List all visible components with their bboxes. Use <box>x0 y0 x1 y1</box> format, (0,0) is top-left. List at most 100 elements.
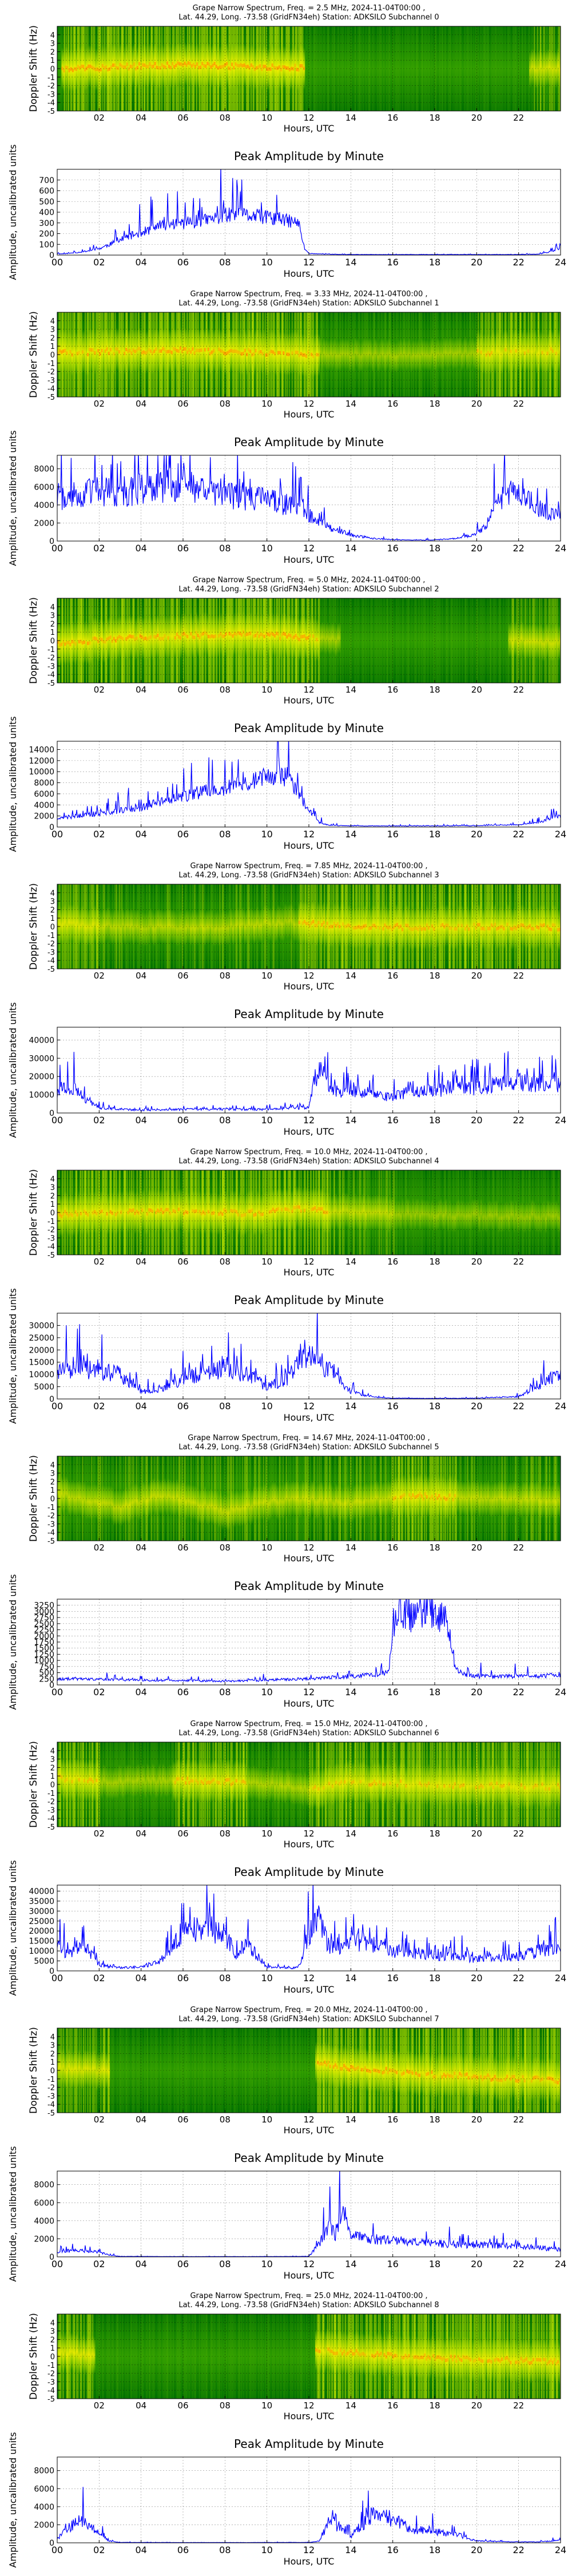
x-tick-label: 10 <box>261 829 272 840</box>
y-tick-label: 6000 <box>34 483 54 492</box>
y-tick-label: 4000 <box>34 501 54 510</box>
chart-subtitle: Lat. 44.29, Long. -73.58 (GridFN34eh) St… <box>178 13 439 22</box>
x-tick-label: 12 <box>303 1257 314 1267</box>
x-tick-label: 10 <box>261 1401 272 1412</box>
y-tick-label: 25000 <box>29 1334 54 1343</box>
spectrogram-stripe <box>351 598 352 683</box>
x-tick-label: 14 <box>345 543 356 554</box>
x-tick-label: 06 <box>177 113 188 123</box>
y-tick-label: 3250 <box>34 1601 54 1611</box>
x-tick-label: 18 <box>429 685 440 695</box>
chart-title: Peak Amplitude by Minute <box>234 1293 384 1307</box>
x-tick-label: 08 <box>220 971 231 981</box>
x-tick-label: 22 <box>513 1543 524 1553</box>
spectrogram-stripe <box>404 26 407 111</box>
y-tick-label: 1 <box>50 343 55 351</box>
y-tick-label: 500 <box>39 197 54 206</box>
spectrogram-image <box>57 1170 561 1255</box>
y-tick-label: -1 <box>47 1504 55 1512</box>
y-tick-label: -5 <box>47 108 55 116</box>
x-tick-label: 14 <box>345 1687 356 1698</box>
x-tick-label: 24 <box>555 1115 566 1126</box>
chart-subtitle: Lat. 44.29, Long. -73.58 (GridFN34eh) St… <box>178 871 439 880</box>
x-tick-label: 22 <box>513 685 524 695</box>
chart-title: Peak Amplitude by Minute <box>234 435 384 449</box>
x-tick-label: 16 <box>387 971 398 981</box>
y-tick-label: 15000 <box>29 1358 54 1367</box>
x-tick-label: 14 <box>345 685 356 695</box>
y-tick-label: 0 <box>50 637 55 646</box>
spectrogram-stripe <box>465 598 466 683</box>
x-tick-label: 18 <box>429 543 440 554</box>
x-tick-label: 16 <box>387 829 398 840</box>
y-axis-label: Amplitude, uncalibrated units <box>7 1288 18 1424</box>
x-tick-label: 02 <box>94 1543 105 1553</box>
x-tick-label: 12 <box>303 1543 314 1553</box>
x-tick-label: 02 <box>94 1257 105 1267</box>
spectrogram-stripe <box>368 598 369 683</box>
y-tick-label: -5 <box>47 1251 55 1260</box>
x-tick-label: 20 <box>471 971 482 981</box>
x-tick-label: 16 <box>387 685 398 695</box>
x-tick-label: 20 <box>471 685 482 695</box>
x-tick-label: 02 <box>94 113 105 123</box>
x-tick-label: 12 <box>303 1115 315 1126</box>
y-tick-label: 2000 <box>34 812 54 821</box>
x-tick-label: 02 <box>93 1687 105 1698</box>
x-tick-label: 12 <box>303 113 314 123</box>
x-tick-label: 04 <box>135 829 146 840</box>
y-tick-label: 0 <box>49 1395 54 1404</box>
x-tick-label: 10 <box>261 685 272 695</box>
x-tick-label: 22 <box>513 1401 524 1412</box>
spectrogram-image <box>57 312 561 397</box>
chart-title: Grape Narrow Spectrum, Freq. = 14.67 MHz… <box>188 1434 430 1442</box>
x-tick-label: 06 <box>177 1543 188 1553</box>
y-tick-label: 0 <box>49 823 54 832</box>
spectrogram-image <box>57 598 562 683</box>
y-tick-label: -5 <box>47 393 55 402</box>
spectrogram-stripe <box>374 26 375 111</box>
y-tick-label: -2 <box>47 654 55 663</box>
spectrogram-stripe <box>473 26 474 111</box>
chart-title: Grape Narrow Spectrum, Freq. = 2.5 MHz, … <box>193 4 426 13</box>
y-tick-label: -1 <box>47 74 55 82</box>
x-tick-label: 06 <box>177 971 188 981</box>
y-axis-label: Doppler Shift (Hz) <box>28 1455 39 1542</box>
chart-title: Grape Narrow Spectrum, Freq. = 15.0 MHz,… <box>190 1720 427 1728</box>
x-tick-label: 22 <box>513 257 524 268</box>
y-tick-label: 0 <box>49 251 54 260</box>
x-tick-label: 06 <box>177 829 189 840</box>
x-tick-label: 12 <box>303 543 315 554</box>
x-tick-label: 22 <box>513 543 524 554</box>
spectrogram-stripe <box>399 598 400 683</box>
x-tick-label: 10 <box>261 971 272 981</box>
y-axis-label: Amplitude, uncalibrated units <box>7 1002 18 1138</box>
spectrogram-image <box>57 1742 563 1827</box>
spectrogram-panel: Grape Narrow Spectrum, Freq. = 3.33 MHz,… <box>28 290 561 420</box>
x-tick-label: 20 <box>471 399 482 409</box>
y-tick-label: 1 <box>50 57 55 65</box>
x-tick-label: 02 <box>93 1115 105 1126</box>
spectrogram-stripe <box>487 598 488 683</box>
y-axis-label: Amplitude, uncalibrated units <box>7 430 18 566</box>
y-tick-label: 2 <box>50 48 55 57</box>
spectrogram-stripe <box>430 598 432 683</box>
y-tick-label: 2 <box>50 1192 55 1200</box>
spectrogram-stripe <box>347 598 348 683</box>
x-tick-label: 22 <box>513 113 524 123</box>
x-tick-label: 02 <box>93 1401 105 1412</box>
y-tick-label: 3 <box>50 326 55 335</box>
x-tick-label: 10 <box>261 113 272 123</box>
x-tick-label: 04 <box>136 1257 146 1267</box>
y-tick-label: 20000 <box>29 1072 54 1082</box>
chart-title: Peak Amplitude by Minute <box>234 149 384 163</box>
x-tick-label: 04 <box>136 399 146 409</box>
y-tick-label: -1 <box>47 360 55 368</box>
y-tick-label: -1 <box>47 646 55 654</box>
x-tick-label: 06 <box>177 543 189 554</box>
spectrogram-stripe <box>442 26 444 111</box>
x-tick-label: 22 <box>513 399 524 409</box>
x-tick-label: 18 <box>429 1687 440 1698</box>
y-tick-label: 5000 <box>34 1383 54 1392</box>
x-tick-label: 24 <box>555 829 566 840</box>
